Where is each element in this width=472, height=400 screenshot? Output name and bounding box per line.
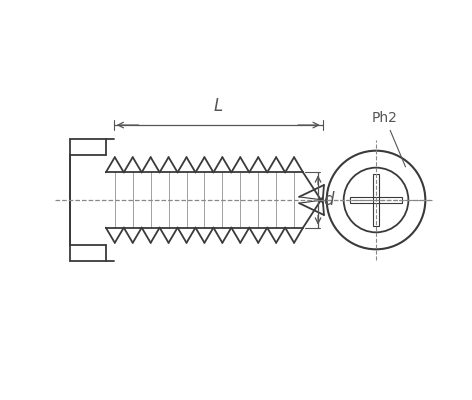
- Text: L: L: [214, 97, 223, 115]
- Bar: [350, 197, 402, 203]
- Text: Ph2: Ph2: [372, 111, 405, 167]
- Text: d: d: [324, 191, 334, 209]
- Bar: [373, 174, 379, 226]
